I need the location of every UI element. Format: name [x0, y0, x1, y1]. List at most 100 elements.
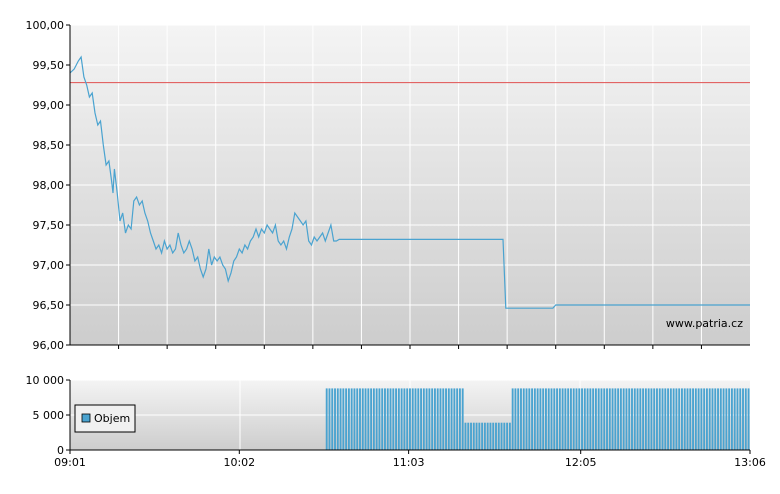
volume-bar-127 — [678, 388, 681, 450]
volume-bar-33 — [417, 388, 420, 450]
volume-bar-143 — [722, 388, 725, 450]
price-series-line — [69, 55, 750, 309]
volume-bar-63 — [500, 422, 503, 450]
volume-bars — [325, 388, 750, 450]
volume-bar-85 — [561, 388, 564, 450]
volume-bar-135 — [700, 388, 703, 450]
volume-bar-110 — [631, 388, 633, 450]
price-y-tick-1: 99,50 — [33, 59, 65, 72]
volume-bar-128 — [681, 388, 683, 450]
volume-bar-38 — [431, 388, 434, 450]
volume-bar-82 — [553, 388, 556, 450]
volume-bar-99 — [600, 388, 603, 450]
volume-bar-56 — [481, 422, 484, 450]
volume-bar-150 — [742, 388, 744, 450]
volume-bar-148 — [736, 388, 739, 450]
volume-bar-84 — [558, 388, 561, 450]
volume-bar-146 — [730, 388, 733, 450]
volume-bar-116 — [647, 388, 650, 450]
volume-bar-69 — [517, 388, 520, 450]
time-x-tick-3: 12:05 — [565, 456, 597, 469]
volume-bar-130 — [686, 388, 689, 450]
volume-bar-8 — [347, 388, 350, 450]
price-y-axis: 100,00 99,50 99,00 98,50 98,00 97,50 97,00 96,5… — [26, 19, 70, 352]
volume-bar-91 — [578, 388, 581, 450]
price-y-tick-2: 99,00 — [33, 99, 65, 112]
volume-bar-7 — [345, 388, 348, 450]
volume-bar-83 — [556, 388, 558, 450]
volume-bar-111 — [633, 388, 636, 450]
volume-bar-59 — [489, 422, 492, 450]
time-x-tick-4: 13:06 — [734, 456, 766, 469]
volume-bar-55 — [478, 422, 481, 450]
volume-bar-43 — [445, 388, 447, 450]
volume-bar-17 — [372, 388, 375, 450]
volume-y-tick-1: 5 000 — [33, 409, 65, 422]
volume-bar-4 — [336, 388, 339, 450]
volume-bar-142 — [719, 388, 722, 450]
volume-bar-71 — [522, 388, 525, 450]
volume-bar-19 — [378, 388, 381, 450]
volume-legend: Objem — [74, 404, 136, 433]
volume-bar-90 — [575, 388, 578, 450]
volume-bar-18 — [375, 388, 378, 450]
volume-bar-107 — [622, 388, 625, 450]
volume-bar-134 — [697, 388, 700, 450]
volume-bar-131 — [689, 388, 692, 450]
volume-bar-73 — [528, 388, 531, 450]
volume-bar-75 — [533, 388, 536, 450]
volume-bar-66 — [508, 422, 511, 450]
volume-bar-124 — [669, 388, 672, 450]
volume-bar-144 — [725, 388, 728, 450]
volume-bar-141 — [717, 388, 719, 450]
volume-bar-37 — [428, 388, 431, 450]
volume-bar-88 — [569, 388, 572, 450]
volume-bar-0 — [325, 388, 328, 450]
volume-bar-139 — [711, 388, 714, 450]
watermark: www.patria.cz — [666, 317, 743, 330]
volume-bar-2 — [331, 388, 334, 450]
volume-bar-94 — [586, 388, 589, 450]
volume-bar-54 — [475, 422, 478, 450]
volume-bar-93 — [583, 388, 586, 450]
volume-bar-42 — [442, 388, 445, 450]
price-y-tick-8: 96,00 — [33, 339, 65, 352]
volume-bar-121 — [661, 388, 664, 450]
volume-bar-53 — [472, 422, 475, 450]
volume-bar-122 — [664, 388, 667, 450]
volume-bar-9 — [350, 388, 353, 450]
price-y-tick-3: 98,50 — [33, 139, 65, 152]
time-x-tick-1: 10:02 — [223, 456, 255, 469]
volume-bar-74 — [531, 388, 534, 450]
volume-bar-29 — [406, 388, 409, 450]
volume-bar-3 — [334, 388, 336, 450]
volume-bar-140 — [714, 388, 717, 450]
volume-bar-46 — [453, 388, 456, 450]
volume-bar-70 — [520, 388, 522, 450]
volume-bar-14 — [364, 388, 367, 450]
volume-bar-151 — [744, 388, 747, 450]
volume-bar-105 — [617, 388, 620, 450]
volume-bar-47 — [456, 388, 459, 450]
volume-bar-86 — [564, 388, 567, 450]
volume-bar-119 — [656, 388, 658, 450]
volume-bar-44 — [447, 388, 450, 450]
volume-bar-137 — [705, 388, 708, 450]
volume-bar-5 — [339, 388, 342, 450]
volume-bar-57 — [483, 422, 486, 450]
volume-bar-34 — [420, 388, 422, 450]
volume-bar-125 — [672, 388, 675, 450]
volume-bar-23 — [389, 388, 392, 450]
volume-bar-58 — [486, 422, 489, 450]
volume-bar-39 — [433, 388, 436, 450]
volume-bar-147 — [733, 388, 736, 450]
volume-bar-149 — [739, 388, 742, 450]
volume-bar-72 — [525, 388, 528, 450]
volume-bar-101 — [606, 388, 608, 450]
volume-bar-40 — [436, 388, 439, 450]
volume-bar-152 — [747, 388, 750, 450]
volume-bar-123 — [667, 388, 670, 450]
volume-bar-65 — [506, 422, 509, 450]
